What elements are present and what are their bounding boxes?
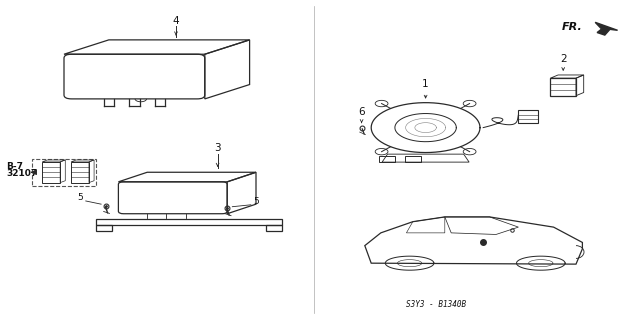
Text: S3Y3 - B1340B: S3Y3 - B1340B <box>406 300 467 309</box>
Text: 5: 5 <box>77 193 83 202</box>
Text: 3: 3 <box>214 143 221 153</box>
Text: FR.: FR. <box>562 22 582 32</box>
Text: 5: 5 <box>253 197 259 206</box>
Text: 32107: 32107 <box>6 169 38 178</box>
Text: 2: 2 <box>560 54 566 64</box>
Text: 4: 4 <box>173 16 179 26</box>
Text: B-7: B-7 <box>6 162 24 171</box>
Polygon shape <box>595 22 618 35</box>
Text: 1: 1 <box>422 79 429 89</box>
Text: 6: 6 <box>358 108 365 117</box>
